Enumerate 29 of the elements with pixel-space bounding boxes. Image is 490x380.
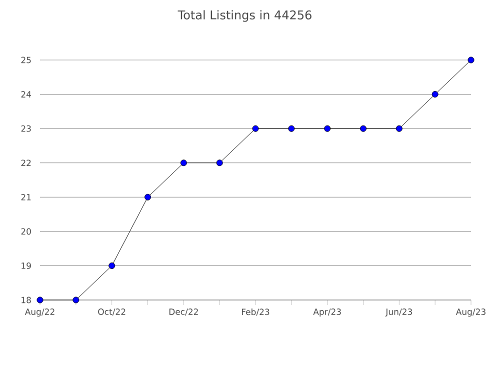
point: [108, 262, 116, 269]
chart-title: Total Listings in 44256: [178, 10, 312, 22]
y-tick-label: 18: [22, 296, 31, 304]
y-tick-label: 24: [21, 91, 32, 98]
point: [288, 125, 295, 132]
point: [180, 160, 187, 166]
x-tick-label: Jun/23: [385, 308, 412, 317]
x-tick-label: Oct/22: [98, 308, 126, 316]
point: [324, 125, 331, 132]
y-tick-label: 23: [21, 125, 31, 132]
y-tick-label: 20: [21, 228, 31, 235]
x-tick-label: Aug/23: [456, 308, 486, 317]
point: [144, 194, 152, 200]
y-tick-label: 21: [21, 194, 31, 200]
x-tick-label: Feb/23: [242, 308, 270, 316]
point: [432, 91, 438, 98]
x-tick-label: Dec/22: [169, 308, 198, 316]
y-tick-label: 25: [21, 56, 31, 64]
point: [72, 296, 80, 304]
x-tick-label: Aug/22: [24, 308, 54, 317]
point: [360, 125, 367, 132]
point: [216, 160, 223, 166]
x-tick-label: Apr/23: [313, 308, 341, 317]
point: [252, 125, 259, 132]
point: [468, 56, 474, 64]
point: [396, 125, 402, 132]
y-tick-label: 22: [21, 160, 31, 166]
point: [36, 296, 44, 304]
y-tick-label: 19: [22, 262, 31, 269]
